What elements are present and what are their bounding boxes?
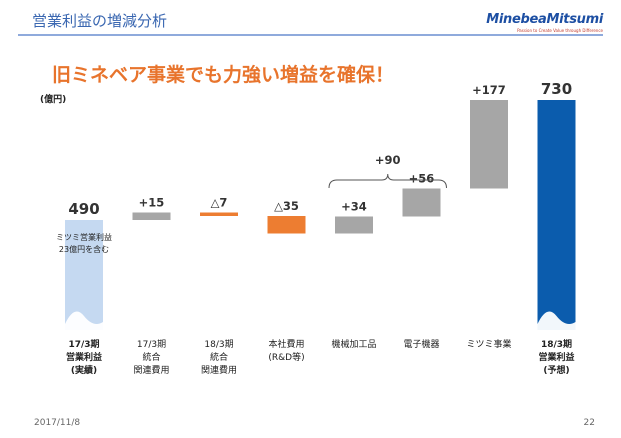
category-label-8-2: 営業利益 bbox=[538, 351, 574, 363]
axis-break-wave-8 bbox=[537, 311, 576, 330]
title-divider bbox=[18, 34, 603, 36]
category-label-8-3: (予想) bbox=[543, 364, 569, 376]
bar-8 bbox=[537, 100, 576, 330]
category-label-1-2: 営業利益 bbox=[66, 351, 102, 363]
category-label-2-2: 統合 bbox=[142, 351, 160, 363]
category-label-6-1: 電子機器 bbox=[403, 338, 439, 350]
headline: 旧ミネベア事業でも力強い増益を確保！ bbox=[52, 64, 395, 86]
page-number: 22 bbox=[583, 418, 595, 428]
category-label-8-1: 18/3期 bbox=[541, 338, 572, 350]
bar-2 bbox=[132, 212, 171, 220]
value-label-1: 490 bbox=[68, 200, 99, 218]
bar-5 bbox=[335, 216, 373, 234]
company-logo: MinebeaMitsumi Passion to Create Value t… bbox=[486, 12, 603, 33]
axis-break-wave-1 bbox=[65, 311, 103, 330]
bars-layer bbox=[65, 100, 576, 330]
category-label-1-1: 17/3期 bbox=[68, 338, 99, 350]
bar-note-1-2: 23億円を含む bbox=[59, 244, 109, 254]
category-label-7-1: ミツミ事業 bbox=[466, 338, 511, 350]
unit-label: (億円) bbox=[40, 93, 66, 105]
slide-title: 営業利益の増減分析 bbox=[32, 12, 168, 30]
category-label-4-2: (R&D等) bbox=[268, 351, 304, 363]
bar-7 bbox=[470, 100, 508, 189]
logo-tagline: Passion to Create Value through Differen… bbox=[517, 28, 603, 33]
value-label-2: +15 bbox=[139, 196, 165, 210]
category-label-3-1: 18/3期 bbox=[204, 339, 233, 350]
value-label-7: +177 bbox=[472, 83, 506, 97]
bar-note-1-1: ミツミ営業利益 bbox=[56, 232, 112, 242]
category-label-2-3: 関連費用 bbox=[133, 364, 169, 376]
category-label-2-1: 17/3期 bbox=[137, 339, 166, 350]
bar-6 bbox=[402, 188, 441, 217]
bar-1 bbox=[65, 220, 103, 330]
group-label: +90 bbox=[375, 153, 401, 167]
group-brace bbox=[328, 173, 447, 189]
category-label-3-2: 統合 bbox=[210, 351, 228, 363]
category-label-5-1: 機械加工品 bbox=[331, 338, 376, 350]
value-label-3: △7 bbox=[211, 196, 228, 210]
logo-wordmark: MinebeaMitsumi bbox=[486, 12, 603, 27]
bar-4 bbox=[267, 216, 306, 234]
bar-3 bbox=[200, 212, 238, 216]
category-label-4-1: 本社費用 bbox=[268, 338, 304, 350]
value-label-8: 730 bbox=[541, 80, 572, 98]
footer-date: 2017/11/8 bbox=[34, 418, 81, 428]
labels-layer: 49017/3期営業利益(実績)ミツミ営業利益23億円を含む+1517/3期統合… bbox=[56, 80, 575, 376]
value-label-6: +56 bbox=[409, 172, 435, 186]
value-label-4: △35 bbox=[274, 199, 299, 213]
value-label-5: +34 bbox=[341, 200, 367, 214]
category-label-1-3: (実績) bbox=[71, 364, 97, 376]
category-label-3-3: 関連費用 bbox=[201, 364, 237, 376]
